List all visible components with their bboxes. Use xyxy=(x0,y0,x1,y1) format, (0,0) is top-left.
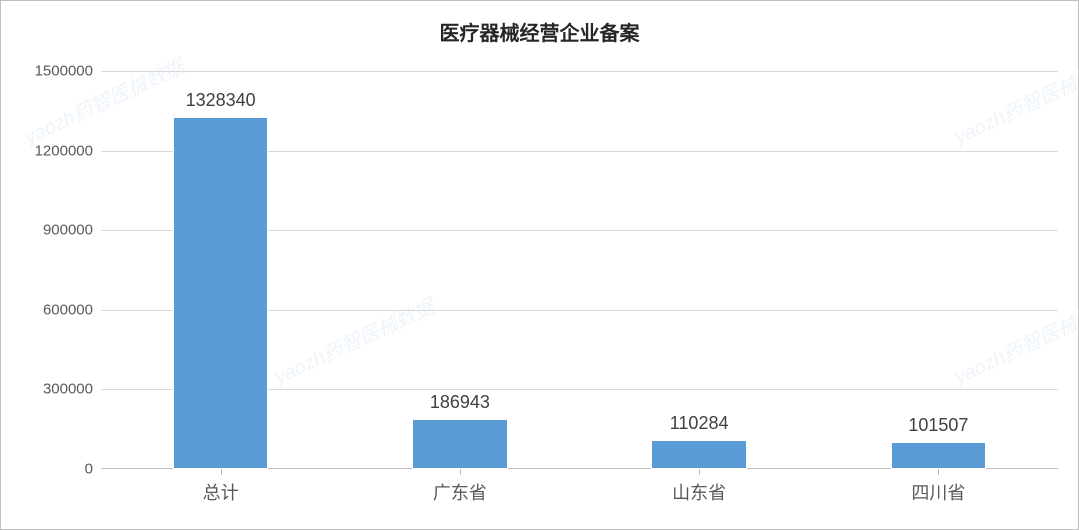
chart-container: 医疗器械经营企业备案 yaozh药智医械数据yaozh药智医械数据yaozh药智… xyxy=(0,0,1079,530)
y-tick-label: 1200000 xyxy=(35,142,93,159)
x-tick-label: 广东省 xyxy=(433,479,487,505)
plot-area: 1328340 186943 110284 101507 xyxy=(101,71,1058,469)
y-tick-label: 0 xyxy=(85,461,93,478)
bar-rect xyxy=(891,442,987,469)
bar-rect xyxy=(173,117,269,469)
x-tick-mark xyxy=(699,469,700,475)
bar: 101507 xyxy=(891,442,987,469)
bar: 1328340 xyxy=(173,117,269,469)
x-axis: 总计 广东省 山东省 四川省 xyxy=(101,469,1058,529)
bar: 186943 xyxy=(412,419,508,469)
y-axis: 030000060000090000012000001500000 xyxy=(1,71,101,469)
bar-value-label: 186943 xyxy=(430,392,490,413)
bar-value-label: 101507 xyxy=(908,415,968,436)
x-tick-label: 山东省 xyxy=(672,479,726,505)
bar-value-label: 110284 xyxy=(670,413,729,434)
y-tick-label: 300000 xyxy=(43,381,93,398)
bar-rect xyxy=(651,440,747,469)
x-tick-label: 四川省 xyxy=(911,479,965,505)
y-tick-label: 1500000 xyxy=(35,63,93,80)
y-tick-label: 900000 xyxy=(43,222,93,239)
x-tick-mark xyxy=(460,469,461,475)
x-tick-mark xyxy=(938,469,939,475)
y-tick-label: 600000 xyxy=(43,301,93,318)
x-tick-label: 总计 xyxy=(203,479,239,505)
bar: 110284 xyxy=(651,440,747,469)
x-tick-mark xyxy=(221,469,222,475)
bar-rect xyxy=(412,419,508,469)
gridline xyxy=(101,71,1058,72)
chart-title: 医疗器械经营企业备案 xyxy=(13,17,1066,46)
bar-value-label: 1328340 xyxy=(186,90,256,111)
